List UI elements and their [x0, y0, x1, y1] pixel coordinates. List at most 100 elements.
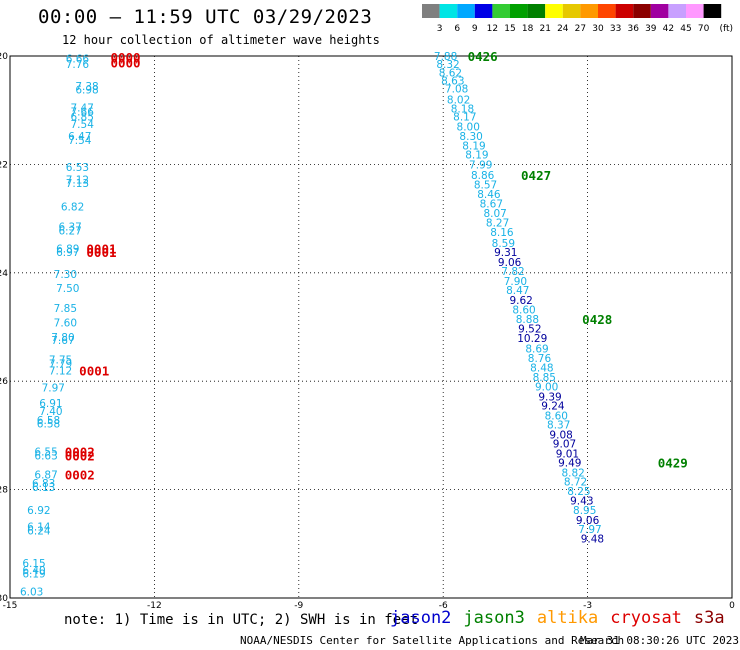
wave-height-label: 7.76	[66, 59, 90, 71]
colorbar-swatch	[633, 4, 651, 18]
wave-height-label: 9.00	[535, 382, 558, 394]
wave-height-label: 9.49	[558, 458, 581, 470]
wave-height-label: 6.13	[32, 482, 55, 494]
color-scale-bar: 3 6 9 12 15 18 21 24 27 30 33 36 39 42 45 70 (ft)	[422, 4, 733, 34]
pass-time-label: 0428	[582, 312, 612, 327]
pass-time-label: 0001	[79, 363, 109, 378]
wave-height-label: 8.82	[561, 467, 584, 479]
wave-height-label: 7.54	[71, 119, 95, 131]
colorbar-label: 30	[592, 24, 604, 34]
pass-time-label: 0002	[65, 445, 95, 460]
pass-time-label: 0429	[658, 456, 688, 471]
wave-height-label: 7.66	[71, 106, 95, 118]
wave-height-label: 6.47	[68, 131, 91, 143]
wave-height-label: 7.47	[71, 102, 94, 114]
y-tick-label: -28	[0, 486, 8, 496]
wave-height-label: 10.29	[517, 333, 547, 345]
wave-height-label: 8.07	[483, 208, 506, 220]
x-tick-label: -6	[439, 601, 448, 610]
wave-height-label: 7.90	[504, 276, 527, 288]
colorbar-label: 3	[437, 24, 443, 34]
wave-height-label: 6.40	[22, 565, 45, 577]
colorbar-swatch	[703, 4, 722, 18]
wave-height-label: 6.83	[32, 478, 55, 490]
x-tick-label: -3	[583, 601, 592, 610]
wave-height-label: 9.07	[553, 439, 576, 451]
pass-time-label: 0001	[86, 245, 116, 260]
wave-height-label: 9.24	[541, 401, 565, 413]
colorbar-swatch	[650, 4, 669, 18]
wave-height-label: 9.52	[518, 324, 541, 336]
colorbar-label: 36	[627, 24, 639, 34]
wave-height-label: 6.03	[20, 586, 43, 598]
wave-height-label: 6.63	[34, 450, 57, 462]
wave-height-label: 8.63	[441, 75, 464, 87]
wave-height-label: 8.62	[439, 67, 462, 79]
wave-height-label: 6.91	[39, 398, 62, 410]
wave-height-label: 6.87	[34, 469, 57, 481]
wave-height-label: 7.80	[51, 332, 74, 344]
wave-height-label: 9.31	[494, 247, 517, 259]
wave-height-label: 6.89	[56, 243, 79, 255]
wave-height-label: 8.72	[564, 476, 587, 488]
wave-height-label: 8.76	[528, 353, 552, 365]
wave-height-label: 9.06	[498, 257, 522, 269]
colorbar-label: 15	[504, 24, 515, 34]
wave-height-label: 8.86	[471, 170, 495, 182]
wave-height-label: 6.24	[27, 525, 51, 537]
wave-height-label: 8.37	[547, 420, 570, 432]
colorbar-label: 24	[557, 24, 569, 34]
wave-height-label: 8.46	[477, 189, 501, 201]
wave-height-label: 6.66	[66, 54, 90, 66]
wave-height-label: 7.79	[49, 358, 72, 370]
y-tick-label: -20	[0, 52, 8, 62]
wave-height-label: 6.37	[58, 222, 81, 234]
wave-height-label: 7.60	[54, 318, 77, 330]
colorbar-label: 70	[698, 24, 710, 34]
wave-height-label: 7.50	[56, 283, 79, 295]
wave-height-label: 7.99	[469, 159, 492, 171]
y-tick-label: -26	[0, 377, 8, 387]
wave-height-label: 6.14	[27, 521, 51, 533]
wave-height-label: 6.53	[66, 162, 89, 174]
wave-height-label: 8.47	[506, 285, 529, 297]
wave-height-label: 9.01	[556, 448, 579, 460]
colorbar-label: 18	[522, 24, 534, 34]
wave-height-label: 9.48	[581, 533, 604, 545]
colorbar-label: 21	[539, 24, 550, 34]
wave-height-label: 8.18	[451, 104, 474, 116]
wave-height-label: 9.43	[570, 495, 593, 507]
wave-height-label: 8.25	[567, 486, 590, 498]
wave-height-label: 8.59	[492, 238, 515, 250]
mission-altika: altika	[536, 608, 599, 628]
pass-time-label: 0001	[86, 241, 116, 256]
wave-height-label: 8.57	[474, 179, 497, 191]
wave-height-label: 6.98	[75, 85, 98, 97]
wave-height-label: 9.08	[549, 429, 572, 441]
pass-time-label: 0426	[468, 49, 498, 64]
wave-height-label: 6.55	[34, 447, 57, 459]
wave-height-label: 8.19	[462, 140, 485, 152]
wave-height-label: 7.88	[434, 51, 457, 63]
generation-timestamp: Mar 31 08:30:26 UTC 2023	[580, 634, 739, 647]
wave-height-label: 8.48	[530, 363, 553, 375]
colorbar-label: 12	[487, 24, 498, 34]
colorbar-swatch	[615, 4, 634, 18]
plot-frame	[9, 55, 733, 599]
wave-height-label: 8.19	[465, 150, 488, 162]
colorbar-swatch	[510, 4, 528, 18]
y-tick-label: -22	[0, 160, 8, 170]
wave-height-label: 7.08	[445, 84, 468, 96]
wave-height-label: 8.60	[545, 410, 568, 422]
footer-note: note: 1) Time is in UTC; 2) SWH is in fe…	[64, 612, 419, 628]
wave-height-label: 7.38	[75, 81, 98, 93]
wave-height-label: 8.88	[516, 314, 539, 326]
wave-height-label: 6.58	[37, 415, 60, 427]
wave-height-label: 8.02	[447, 94, 470, 106]
colorbar-label: 45	[680, 24, 691, 34]
wave-height-label: 7.40	[39, 406, 62, 418]
wave-height-label: 6.58	[37, 418, 60, 430]
y-tick-label: -30	[0, 594, 8, 604]
colorbar-swatch	[457, 4, 475, 18]
pass-time-label: 0002	[65, 467, 95, 482]
